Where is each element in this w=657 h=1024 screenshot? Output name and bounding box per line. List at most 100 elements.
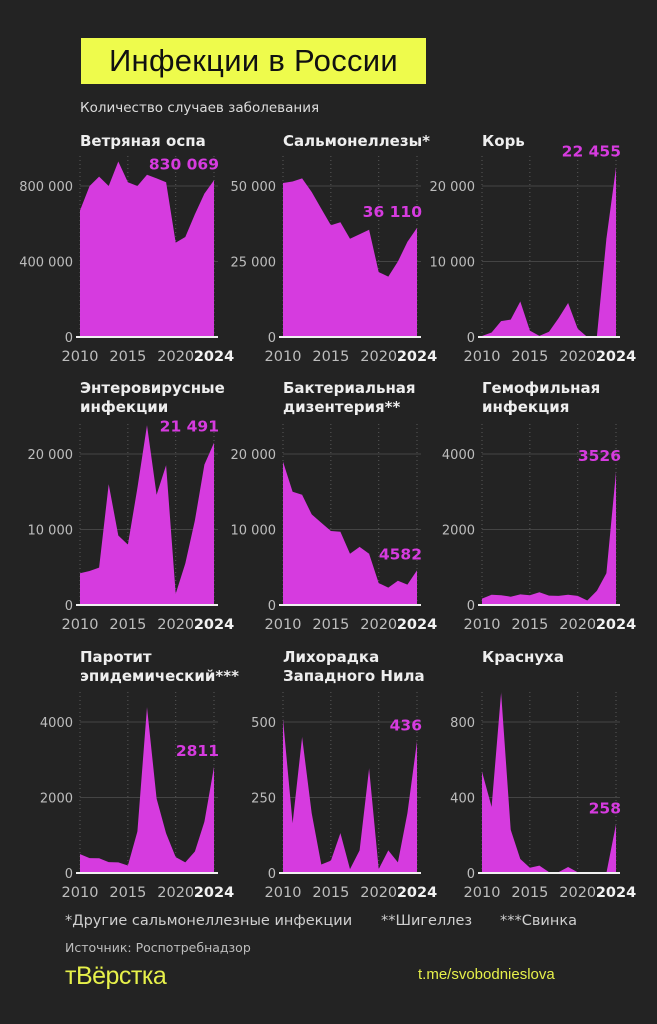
- y-tick-label: 0: [268, 867, 276, 882]
- x-tick-label: 2020: [559, 349, 596, 365]
- panel-title-salmonella: Сальмонеллезы*: [283, 132, 430, 150]
- y-tick-label: 20 000: [28, 448, 74, 463]
- area-series: [482, 167, 616, 337]
- y-tick-label: 10 000: [430, 256, 476, 271]
- x-tick-label: 2010: [62, 617, 99, 633]
- x-tick-label: 2024: [194, 885, 234, 901]
- y-tick-label: 0: [268, 331, 276, 346]
- value-label: 4582: [379, 545, 422, 563]
- x-tick-label: 2020: [559, 617, 596, 633]
- panel-title-dysentery: Бактериальная дизентерия**: [283, 379, 416, 416]
- x-tick-label: 2024: [194, 349, 234, 365]
- page-title: Инфекции в России: [108, 43, 399, 78]
- x-tick-label: 2010: [464, 885, 501, 901]
- x-tick-label: 2015: [312, 617, 349, 633]
- area-series: [283, 461, 417, 605]
- x-tick-label: 2024: [194, 617, 234, 633]
- x-tick-label: 2020: [360, 885, 397, 901]
- x-tick-label: 2010: [265, 885, 302, 901]
- x-tick-label: 2015: [109, 617, 146, 633]
- x-tick-label: 2015: [511, 885, 548, 901]
- value-label: 2811: [176, 742, 219, 760]
- x-tick-label: 2020: [157, 885, 194, 901]
- x-tick-label: 2024: [397, 617, 437, 633]
- value-label: 830 069: [149, 155, 219, 173]
- panel-title-measles: Корь: [482, 132, 525, 150]
- x-tick-label: 2024: [397, 349, 437, 365]
- y-tick-label: 25 000: [231, 256, 277, 271]
- footnote-salmonella: *Другие сальмонеллезные инфекции: [65, 913, 353, 929]
- x-tick-label: 2010: [464, 349, 501, 365]
- value-label: 436: [390, 716, 422, 734]
- x-tick-label: 2020: [559, 885, 596, 901]
- x-tick-label: 2010: [265, 349, 302, 365]
- y-tick-label: 0: [65, 599, 73, 614]
- y-tick-label: 10 000: [28, 524, 74, 539]
- subtitle: Количество случаев заболевания: [80, 100, 320, 116]
- x-tick-label: 2024: [596, 349, 636, 365]
- x-tick-label: 2015: [109, 885, 146, 901]
- value-label: 258: [589, 799, 621, 817]
- y-tick-label: 0: [65, 331, 73, 346]
- y-tick-label: 0: [467, 331, 475, 346]
- y-tick-label: 4000: [442, 448, 475, 463]
- panel-title-rubella: Краснуха: [482, 648, 564, 666]
- y-tick-label: 10 000: [231, 524, 277, 539]
- y-tick-label: 50 000: [231, 180, 277, 195]
- panel-title-enterovirus: Энтеровирусные инфекции: [80, 379, 225, 416]
- x-tick-label: 2020: [157, 617, 194, 633]
- area-series: [80, 425, 214, 605]
- x-tick-label: 2015: [109, 349, 146, 365]
- panel-title-hib: Гемофильная инфекция: [482, 379, 601, 416]
- x-tick-label: 2024: [596, 885, 636, 901]
- y-tick-label: 0: [268, 599, 276, 614]
- y-tick-label: 400: [450, 792, 475, 807]
- x-tick-label: 2020: [360, 349, 397, 365]
- logo: тВёрстка: [65, 962, 167, 990]
- y-tick-label: 500: [251, 716, 276, 731]
- value-label: 3526: [578, 447, 621, 465]
- x-tick-label: 2015: [511, 349, 548, 365]
- x-tick-label: 2015: [312, 349, 349, 365]
- area-series: [283, 178, 417, 337]
- x-tick-label: 2020: [157, 349, 194, 365]
- value-label: 36 110: [363, 203, 423, 221]
- footnote-shigellosis: **Шигеллез: [381, 913, 473, 929]
- y-tick-label: 0: [65, 867, 73, 882]
- source: Источник: Роспотребнадзор: [65, 940, 251, 955]
- y-tick-label: 250: [251, 792, 276, 807]
- area-series: [482, 692, 616, 873]
- area-series: [80, 161, 214, 337]
- channel-link[interactable]: t.me/svobodnieslova: [418, 966, 555, 983]
- x-tick-label: 2015: [312, 885, 349, 901]
- x-tick-label: 2020: [360, 617, 397, 633]
- y-tick-label: 0: [467, 599, 475, 614]
- area-series: [482, 471, 616, 605]
- x-tick-label: 2024: [397, 885, 437, 901]
- value-label: 21 491: [160, 418, 219, 436]
- area-series: [80, 707, 214, 873]
- y-tick-label: 800 000: [19, 180, 73, 195]
- area-series: [283, 719, 417, 873]
- y-tick-label: 400 000: [19, 256, 73, 271]
- x-tick-label: 2024: [596, 617, 636, 633]
- footnote-mumps: ***Свинка: [500, 913, 577, 929]
- y-tick-label: 0: [467, 867, 475, 882]
- title-banner: Инфекции в России: [81, 38, 426, 84]
- x-tick-label: 2010: [62, 349, 99, 365]
- x-tick-label: 2015: [511, 617, 548, 633]
- y-tick-label: 20 000: [231, 448, 277, 463]
- y-tick-label: 800: [450, 716, 475, 731]
- y-tick-label: 2000: [40, 792, 73, 807]
- y-tick-label: 2000: [442, 524, 475, 539]
- x-tick-label: 2010: [62, 885, 99, 901]
- panel-title-mumps: Паротит эпидемический***: [80, 648, 239, 685]
- panel-title-chickenpox: Ветряная оспа: [80, 132, 206, 150]
- panel-title-west-nile: Лихорадка Западного Нила: [283, 648, 425, 685]
- x-tick-label: 2010: [265, 617, 302, 633]
- y-tick-label: 20 000: [430, 180, 476, 195]
- x-tick-label: 2010: [464, 617, 501, 633]
- y-tick-label: 4000: [40, 716, 73, 731]
